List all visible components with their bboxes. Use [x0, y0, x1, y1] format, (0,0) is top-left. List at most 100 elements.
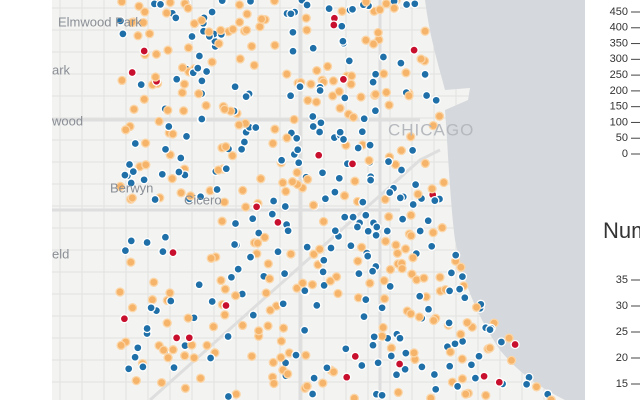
map-dot — [384, 100, 394, 110]
dots — [115, 0, 556, 400]
map-dot — [297, 278, 308, 288]
map-dot — [230, 290, 241, 301]
map-dot — [328, 367, 339, 377]
map-dot — [314, 127, 325, 137]
map-dot — [435, 272, 445, 282]
map-dot — [261, 288, 271, 298]
map-dot — [156, 377, 167, 388]
map-dot — [234, 0, 245, 10]
map-dot — [127, 193, 137, 203]
map-dot — [127, 67, 137, 78]
y-tick-label: 300 — [610, 53, 628, 65]
map-dot — [221, 300, 231, 311]
map-dot — [139, 175, 149, 185]
map-dot — [344, 56, 354, 66]
y-tick-label: 350 — [610, 37, 628, 49]
map-dot — [300, 286, 310, 296]
lake — [425, 0, 585, 400]
map-dot — [485, 324, 495, 335]
map-dot — [216, 25, 226, 36]
map-dot — [341, 344, 351, 354]
map-dot — [318, 267, 328, 277]
map-dot — [391, 370, 402, 380]
map-dot — [456, 262, 466, 272]
map-dot — [160, 144, 171, 154]
map-dot — [185, 191, 196, 201]
y-tick-label: 250 — [610, 69, 628, 81]
map-dot — [531, 382, 542, 392]
map-label: Berwyn — [110, 180, 153, 195]
map-dot — [276, 352, 286, 363]
map-dot — [136, 79, 146, 90]
map-dot — [346, 241, 356, 251]
map-dot — [160, 232, 171, 242]
map-dot — [126, 236, 136, 246]
map-dot — [207, 7, 217, 17]
map-dot — [161, 8, 172, 18]
y-tick-label: 25 — [616, 326, 628, 338]
map-dot — [372, 222, 382, 232]
map-dot — [193, 63, 203, 73]
map-dot — [383, 156, 394, 167]
map-dot — [445, 361, 455, 371]
map-dot — [417, 362, 427, 372]
map-dot — [174, 167, 184, 177]
map-dot — [247, 41, 257, 51]
map-dot — [115, 16, 126, 26]
map-dot — [339, 191, 350, 201]
map-dot — [431, 384, 441, 394]
map-dot — [373, 27, 383, 38]
y-tick-label: 400 — [610, 22, 628, 34]
y-tick-label: 100 — [610, 116, 628, 128]
map-dot — [168, 247, 178, 258]
map-dot — [386, 351, 396, 361]
map-dot — [287, 177, 298, 187]
map-dot — [325, 276, 336, 286]
map-dot — [171, 13, 181, 23]
map-dot — [312, 300, 322, 311]
map-dot — [163, 353, 173, 363]
map-dot — [373, 358, 383, 368]
map-dot — [256, 14, 267, 24]
map-dot — [142, 323, 152, 334]
map-dot — [279, 268, 290, 279]
map-dot — [221, 164, 231, 174]
map-dot — [278, 178, 288, 188]
map-dot — [264, 274, 275, 284]
map-dot — [352, 222, 363, 232]
y-tick-label: 0 — [622, 148, 628, 160]
map-dot — [342, 372, 352, 382]
y-tick-label: 150 — [610, 101, 628, 113]
map-dot — [521, 379, 532, 389]
map-dot — [456, 329, 466, 339]
map-dot — [228, 24, 238, 34]
map-dot — [474, 351, 484, 361]
map-dot — [278, 299, 288, 309]
map-dot — [400, 364, 410, 374]
map-dot — [129, 104, 139, 114]
map-dot — [485, 343, 495, 353]
map-dot — [461, 389, 471, 399]
map-dot — [338, 36, 348, 46]
map-dot — [324, 3, 334, 14]
map-label: Elmwood Park — [58, 14, 142, 29]
map-dot — [462, 317, 472, 328]
map-dot — [164, 121, 174, 132]
map-dot — [452, 381, 463, 392]
map-dot — [481, 390, 491, 400]
map-dot — [230, 218, 241, 229]
map-dot — [397, 263, 407, 274]
y-tick-label: 450 — [610, 6, 628, 18]
map-dot — [337, 21, 347, 31]
map-dot — [510, 339, 520, 350]
map-dot — [119, 314, 130, 324]
map-dot — [308, 111, 318, 122]
map-dot — [282, 69, 292, 79]
map-dot — [428, 120, 438, 131]
map-dot — [165, 288, 175, 298]
map-dot — [252, 238, 263, 248]
map-dot — [180, 383, 191, 393]
map-dot — [309, 249, 319, 259]
map-dot — [165, 0, 175, 8]
map-dot — [201, 66, 212, 77]
